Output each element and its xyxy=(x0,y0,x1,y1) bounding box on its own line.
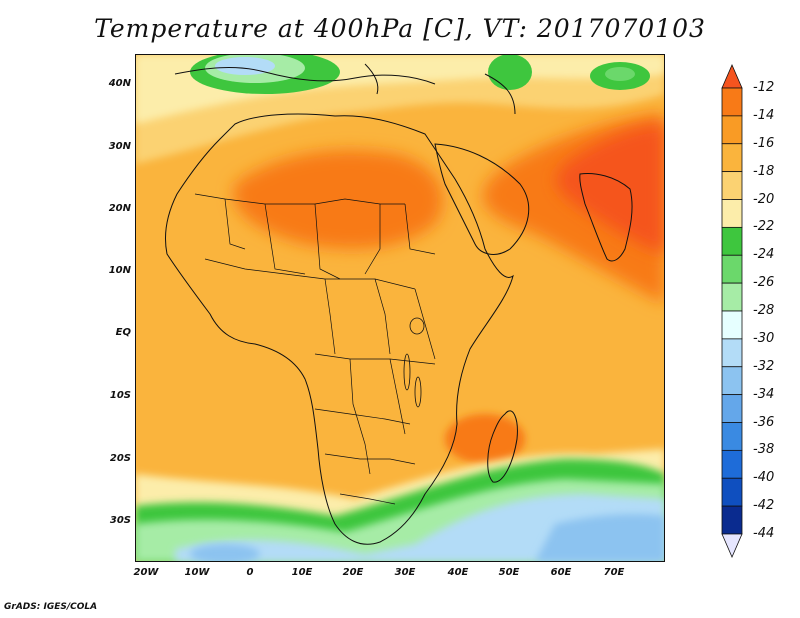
southern-cold-patch xyxy=(190,544,260,562)
colorbar-label: -26 xyxy=(753,275,775,291)
lon-label-70e: 70E xyxy=(603,567,625,578)
colorbar-label: -18 xyxy=(753,163,775,179)
colorbar-swatch xyxy=(721,199,743,228)
colorbar-swatch xyxy=(721,505,743,535)
lat-label-30s: 30S xyxy=(109,515,131,526)
colorbar-swatch xyxy=(721,226,743,256)
colorbar-label: -14 xyxy=(753,107,775,123)
colorbar-swatch xyxy=(721,422,743,451)
lat-label-20n: 20N xyxy=(108,203,131,214)
colorbar-bottom-triangle xyxy=(721,533,743,558)
colorbar-swatch xyxy=(721,143,743,173)
madagascar-warm-zone xyxy=(445,414,525,464)
lat-label-20s: 20S xyxy=(109,453,131,464)
lat-label-30n: 30N xyxy=(108,141,131,152)
colorbar-label: -44 xyxy=(753,526,775,541)
colorbar-label: -22 xyxy=(753,219,775,235)
colorbar-label: -30 xyxy=(753,330,775,346)
lat-label-40n: 40N xyxy=(108,78,131,89)
temperature-map xyxy=(135,54,665,562)
colorbar-swatch xyxy=(721,449,743,479)
colorbar-swatch xyxy=(721,366,743,396)
coastlines xyxy=(164,63,633,545)
colorbar-swatch xyxy=(721,310,743,340)
colorbar-label: -38 xyxy=(753,442,775,458)
lon-label-50e: 50E xyxy=(498,567,520,578)
lakes xyxy=(403,317,425,408)
colorbar-swatch xyxy=(721,338,743,368)
india-hot-core xyxy=(556,124,665,254)
colorbar-label: -12 xyxy=(753,80,775,95)
colorbar-label: -24 xyxy=(753,247,775,263)
grads-credit: GrADS: IGES/COLA xyxy=(4,602,98,612)
colorbar-label: -28 xyxy=(753,303,775,318)
colorbar-swatch xyxy=(721,282,743,312)
country-borders xyxy=(194,193,436,505)
colorbar-swatch xyxy=(721,477,743,507)
colorbar-top-triangle xyxy=(721,64,743,89)
map-title: Temperature at 400hPa [C], VT: 201707010… xyxy=(94,14,706,43)
colorbar-label: -40 xyxy=(753,470,775,486)
colorbar xyxy=(721,64,743,558)
lon-label-20w: 20W xyxy=(133,567,159,578)
colorbar-label: -42 xyxy=(753,498,775,514)
central-asia-cold-core xyxy=(605,67,635,81)
lat-label-10s: 10S xyxy=(109,390,131,401)
lon-label-30e: 30E xyxy=(394,567,416,578)
lat-label-eq: EQ xyxy=(115,327,131,338)
lon-label-20e: 20E xyxy=(342,567,364,578)
southern-deep-blue-band xyxy=(535,514,665,562)
lon-label-0: 0 xyxy=(246,567,254,578)
colorbar-label: -20 xyxy=(753,191,775,207)
colorbar-label: -16 xyxy=(753,135,775,151)
colorbar-label: -32 xyxy=(753,358,775,374)
lon-label-10e: 10E xyxy=(291,567,313,578)
colorbar-swatch xyxy=(721,115,743,145)
colorbar-label: -36 xyxy=(753,414,775,430)
lon-label-60e: 60E xyxy=(550,567,572,578)
caspian-cold-patch xyxy=(488,54,532,90)
lon-label-10w: 10W xyxy=(184,567,210,578)
colorbar-swatch xyxy=(721,394,743,423)
colorbar-label: -34 xyxy=(753,386,775,402)
lat-label-10n: 10N xyxy=(108,265,131,276)
colorbar-swatch xyxy=(721,254,743,284)
lon-label-40e: 40E xyxy=(447,567,469,578)
colorbar-swatch xyxy=(721,171,743,200)
colorbar-swatch xyxy=(721,87,743,117)
sahara-warm-zone xyxy=(233,150,443,249)
southern-blue-band xyxy=(175,494,665,562)
